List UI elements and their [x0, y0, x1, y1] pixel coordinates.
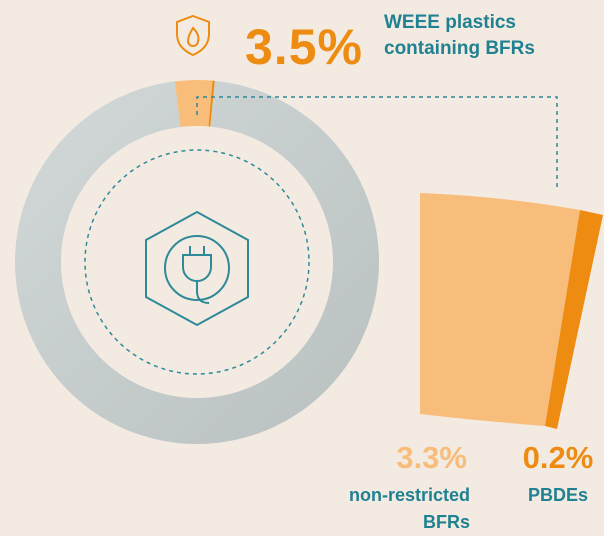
- donut-hole: [61, 126, 333, 398]
- zoom-segment: [420, 193, 580, 426]
- plug-icon: [164, 235, 230, 304]
- dashed-circle: [84, 149, 310, 375]
- total-label: 3.5%: [245, 19, 363, 75]
- caption: WEEE plastics containing BFRs: [384, 12, 535, 59]
- category-label: PBDEs: [527, 485, 589, 505]
- connector: [196, 96, 558, 190]
- shield-icon: [176, 14, 210, 57]
- category-label: non-restricted BFRs: [348, 485, 470, 532]
- zoom-segment: [545, 210, 603, 429]
- hexagon-icon: [145, 210, 249, 327]
- value-label: 0.2%: [522, 440, 594, 475]
- value-label: 3.3%: [396, 440, 467, 475]
